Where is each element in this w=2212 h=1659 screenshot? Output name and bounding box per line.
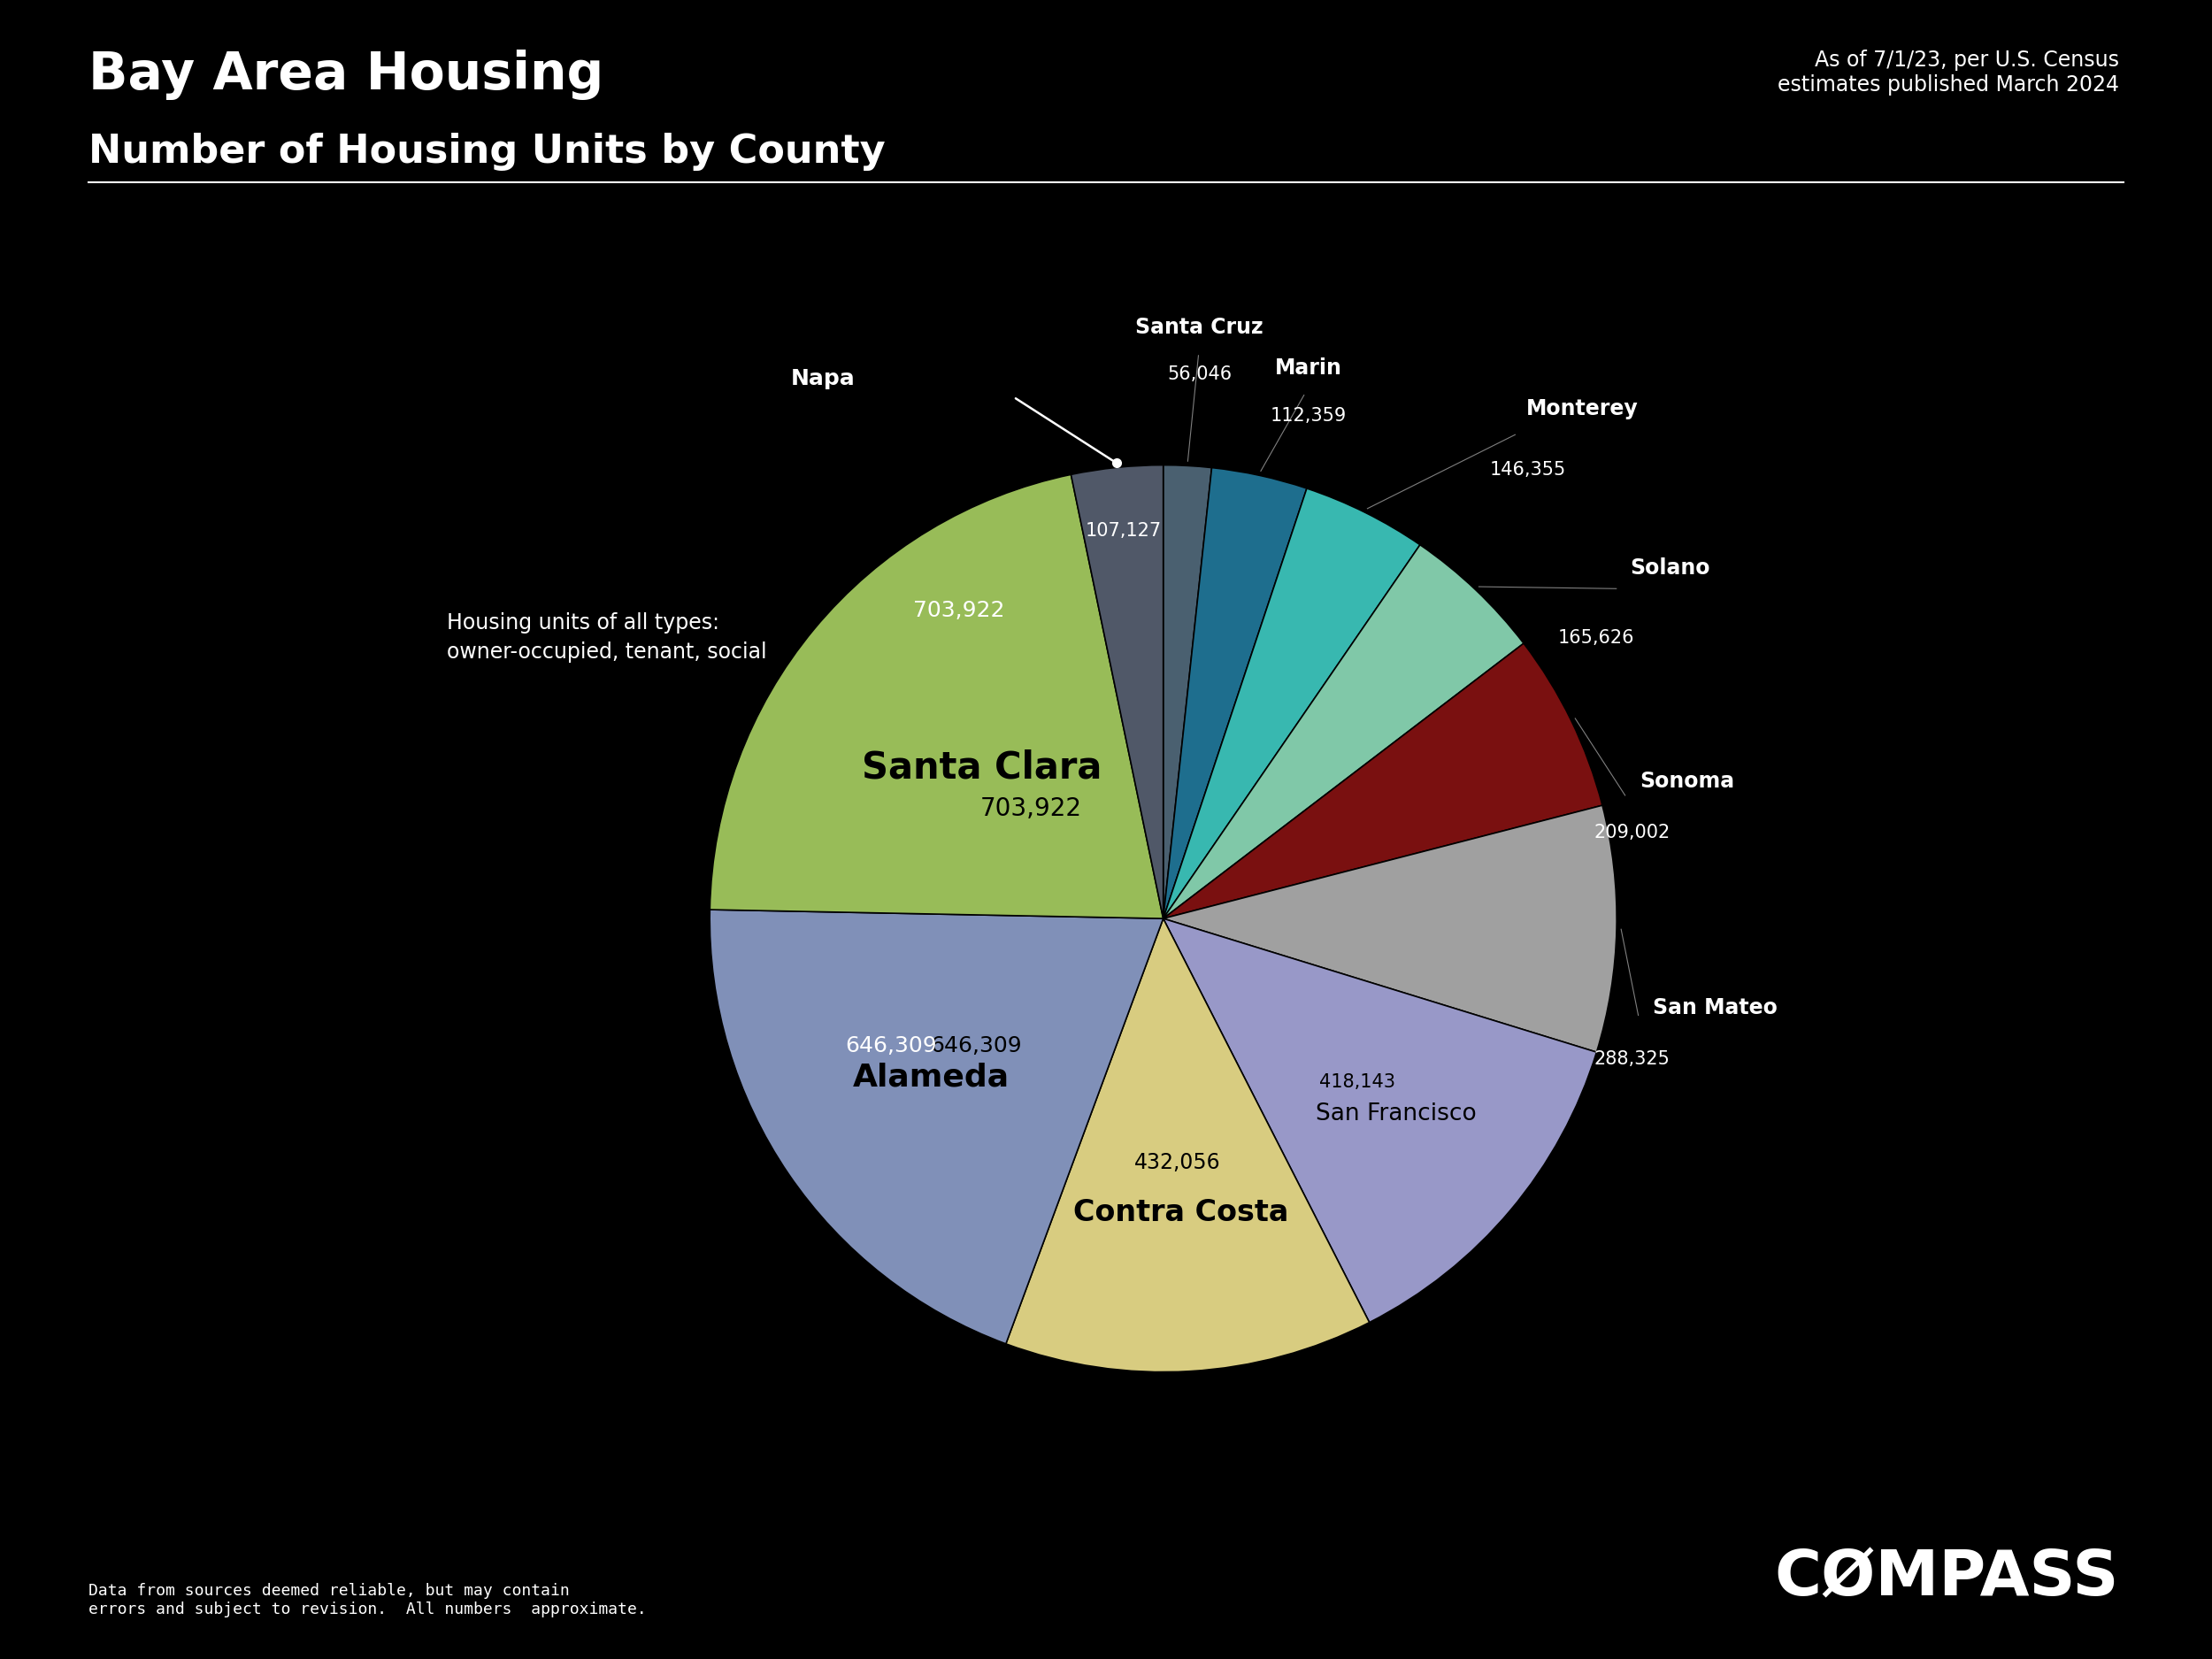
Text: 646,309: 646,309: [929, 1035, 1022, 1057]
Text: 165,626: 165,626: [1557, 629, 1635, 647]
Text: 107,127: 107,127: [1086, 521, 1161, 539]
Text: Napa: Napa: [790, 368, 854, 390]
Text: Data from sources deemed reliable, but may contain
errors and subject to revisio: Data from sources deemed reliable, but m…: [88, 1583, 646, 1618]
Text: 146,355: 146,355: [1489, 461, 1566, 479]
Text: Housing units of all types:
owner-occupied, tenant, social: Housing units of all types: owner-occupi…: [447, 612, 768, 664]
Text: Marin: Marin: [1274, 358, 1343, 378]
Text: Santa Cruz: Santa Cruz: [1135, 317, 1263, 338]
Text: Monterey: Monterey: [1526, 398, 1639, 420]
Text: 646,309: 646,309: [845, 1035, 938, 1057]
Text: 703,922: 703,922: [980, 796, 1082, 821]
Text: Sonoma: Sonoma: [1639, 770, 1734, 791]
Text: 703,922: 703,922: [914, 599, 1004, 620]
Text: 56,046: 56,046: [1168, 365, 1232, 383]
Wedge shape: [710, 474, 1164, 919]
Text: San Mateo: San Mateo: [1652, 997, 1778, 1019]
Text: 288,325: 288,325: [1595, 1050, 1670, 1068]
Wedge shape: [1164, 465, 1212, 919]
Text: San Francisco: San Francisco: [1316, 1103, 1475, 1125]
Text: Bay Area Housing: Bay Area Housing: [88, 50, 604, 100]
Wedge shape: [710, 909, 1164, 1344]
Wedge shape: [1164, 468, 1307, 919]
Text: 209,002: 209,002: [1595, 825, 1670, 841]
Text: Alameda: Alameda: [852, 1062, 1009, 1092]
Text: 432,056: 432,056: [1135, 1153, 1221, 1173]
Wedge shape: [1071, 465, 1164, 919]
Wedge shape: [1006, 919, 1369, 1372]
Text: Number of Housing Units by County: Number of Housing Units by County: [88, 133, 885, 171]
Wedge shape: [1164, 919, 1597, 1322]
Text: Contra Costa: Contra Costa: [1073, 1198, 1287, 1228]
Text: 418,143: 418,143: [1321, 1073, 1396, 1090]
Text: As of 7/1/23, per U.S. Census
estimates published March 2024: As of 7/1/23, per U.S. Census estimates …: [1778, 50, 2119, 96]
Wedge shape: [1164, 805, 1617, 1052]
Text: Solano: Solano: [1630, 557, 1710, 579]
Text: Santa Clara: Santa Clara: [863, 750, 1102, 786]
Text: CØMPASS: CØMPASS: [1774, 1548, 2119, 1609]
Wedge shape: [1164, 644, 1601, 919]
Wedge shape: [1164, 488, 1420, 919]
Text: 112,359: 112,359: [1270, 406, 1347, 425]
Wedge shape: [1164, 544, 1524, 919]
